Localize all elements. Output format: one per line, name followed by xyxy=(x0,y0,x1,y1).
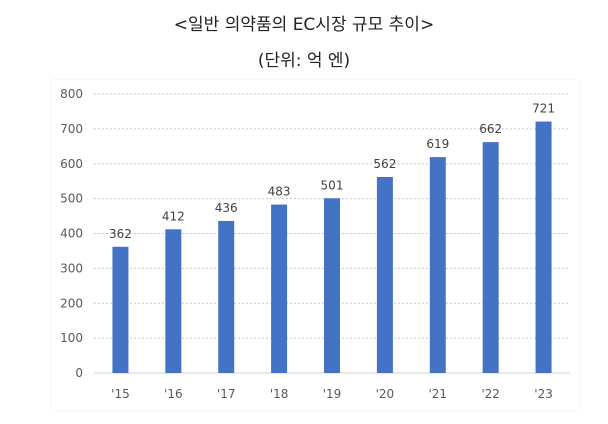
chart-title: <일반 의약품의 EC시장 규모 추이> xyxy=(173,15,435,35)
x-tick-label: '21 xyxy=(428,387,447,401)
x-tick-label: '18 xyxy=(270,387,289,401)
x-tick-label: '19 xyxy=(323,387,342,401)
y-tick-label: 500 xyxy=(60,192,83,206)
bar xyxy=(429,157,446,373)
x-tick-label: '23 xyxy=(534,387,553,401)
y-tick-label: 100 xyxy=(60,331,83,345)
x-tick-label: '20 xyxy=(376,387,395,401)
y-tick-label: 0 xyxy=(75,366,83,380)
x-tick-label: '17 xyxy=(217,387,236,401)
y-tick-label: 300 xyxy=(60,261,83,275)
data-label: 662 xyxy=(479,122,502,136)
x-tick-label: '16 xyxy=(164,387,183,401)
data-label: 436 xyxy=(215,201,238,215)
data-label: 619 xyxy=(426,137,449,151)
data-label: 412 xyxy=(162,209,185,223)
bar xyxy=(535,121,552,374)
data-label: 362 xyxy=(109,227,132,241)
bar xyxy=(324,198,340,373)
bar xyxy=(376,177,393,373)
y-tick-label: 800 xyxy=(60,87,83,101)
chart-subtitle: (단위: 억 엔) xyxy=(257,51,351,71)
bar xyxy=(165,229,182,373)
data-label: 501 xyxy=(321,178,344,192)
data-label: 721 xyxy=(532,102,555,116)
bar xyxy=(112,246,129,373)
data-label: 483 xyxy=(268,185,291,199)
y-tick-label: 600 xyxy=(60,157,83,171)
bar xyxy=(482,142,499,373)
data-label: 562 xyxy=(373,157,396,171)
y-tick-label: 200 xyxy=(60,296,83,310)
y-tick-label: 400 xyxy=(60,227,83,241)
x-tick-label: '15 xyxy=(111,387,130,401)
x-tick-label: '22 xyxy=(481,387,500,401)
bar xyxy=(271,204,288,373)
y-tick-label: 700 xyxy=(60,122,83,136)
bar xyxy=(218,220,235,373)
